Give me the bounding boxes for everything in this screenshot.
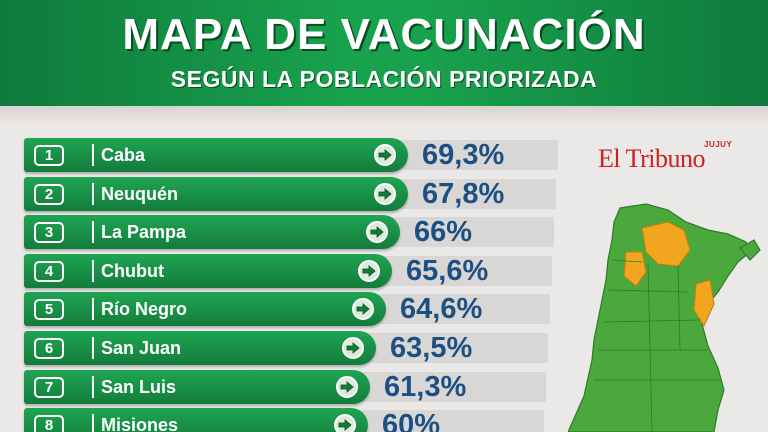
percentage-value: 61,3%: [384, 371, 467, 403]
value-track: [376, 294, 550, 324]
province-bar: 3 La Pampa: [24, 215, 400, 249]
percentage-value: 66%: [414, 216, 473, 248]
ranking-row: 4 Chubut 65,6%: [24, 254, 564, 288]
province-name: Río Negro: [92, 298, 187, 320]
province-name: San Luis: [92, 376, 176, 398]
value-track: [390, 217, 554, 247]
percentage-value: 64,6%: [400, 293, 483, 325]
ranking-row: 5 Río Negro 64,6%: [24, 292, 564, 326]
map-mainland: [568, 203, 751, 432]
ranking-row: 6 San Juan 63,5%: [24, 331, 564, 365]
map-highlight-east: [693, 279, 715, 328]
value-track: [360, 372, 546, 402]
arrow-right-circle-icon: [334, 414, 356, 432]
province-bar: 8 Misiones: [24, 408, 368, 432]
province-name: La Pampa: [92, 221, 186, 243]
percentage-value: 69,3%: [422, 139, 505, 171]
rank-number: 8: [34, 415, 64, 432]
rank-number: 3: [34, 222, 64, 243]
province-bar: 5 Río Negro: [24, 292, 386, 326]
header-shadow-band: [0, 106, 768, 124]
value-track: [358, 410, 544, 432]
map-province-borders: [594, 259, 720, 432]
page-subtitle: SEGÚN LA POBLACIÓN PRIORIZADA: [170, 66, 598, 92]
province-name: Caba: [92, 144, 145, 166]
logo-brand: El Tribuno: [598, 144, 706, 173]
arrow-right-circle-icon: [366, 221, 388, 243]
rank-number: 4: [34, 261, 64, 282]
arrow-right-circle-icon: [374, 144, 396, 166]
arrow-right-circle-icon: [336, 376, 358, 398]
percentage-value: 63,5%: [390, 332, 473, 364]
province-name: Chubut: [92, 260, 164, 282]
value-track: [382, 256, 552, 286]
rank-number: 7: [34, 377, 64, 398]
value-track: [398, 179, 556, 209]
rank-number: 6: [34, 338, 64, 359]
value-track: [366, 333, 548, 363]
value-track: [398, 140, 558, 170]
ranking-row: 2 Neuquén 67,8%: [24, 177, 564, 211]
rank-number: 2: [34, 184, 64, 205]
percentage-value: 60%: [382, 409, 441, 432]
province-bar: 7 San Luis: [24, 370, 370, 404]
province-name: San Juan: [92, 337, 181, 359]
province-bar: 1 Caba: [24, 138, 408, 172]
percentage-value: 67,8%: [422, 178, 505, 210]
province-name: Neuquén: [92, 183, 178, 205]
province-name: Misiones: [92, 414, 178, 432]
province-bar: 2 Neuquén: [24, 177, 408, 211]
argentina-map: [568, 203, 761, 432]
map-misiones: [739, 239, 761, 261]
rank-number: 5: [34, 299, 64, 320]
ranking-row: 7 San Luis 61,3%: [24, 370, 564, 404]
arrow-right-circle-icon: [358, 260, 380, 282]
map-highlight-west: [623, 251, 647, 287]
ranking-row: 3 La Pampa 66%: [24, 215, 564, 249]
ranking-row: 1 Caba 69,3%: [24, 138, 564, 172]
page-title: MAPA DE VACUNACIÓN: [122, 10, 646, 59]
arrow-right-circle-icon: [342, 337, 364, 359]
logo-edition: JUJUY: [704, 140, 733, 149]
arrow-right-circle-icon: [352, 298, 374, 320]
map-highlight-north: [641, 221, 691, 267]
ranking-row: 8 Misiones 60%: [24, 408, 564, 432]
header-banner: MAPA DE VACUNACIÓN SEGÚN LA POBLACIÓN PR…: [0, 0, 768, 106]
rank-number: 1: [34, 145, 64, 166]
province-bar: 6 San Juan: [24, 331, 376, 365]
percentage-value: 65,6%: [406, 255, 489, 287]
province-bar: 4 Chubut: [24, 254, 392, 288]
arrow-right-circle-icon: [374, 183, 396, 205]
